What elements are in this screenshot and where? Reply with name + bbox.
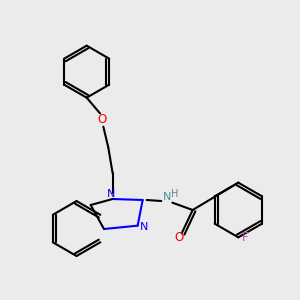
Text: O: O <box>97 113 106 127</box>
Text: N: N <box>163 192 172 202</box>
Text: F: F <box>242 231 249 244</box>
Text: N: N <box>107 189 116 199</box>
Text: H: H <box>171 189 178 199</box>
Text: O: O <box>174 231 184 244</box>
Text: N: N <box>140 222 148 232</box>
